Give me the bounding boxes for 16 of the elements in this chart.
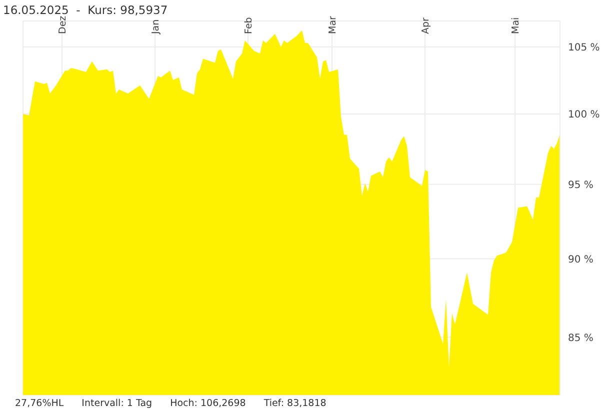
text: Hoch: 106,2698 — [170, 398, 246, 409]
chart-title: 16.05.2025 - Kurs: 98,5937 — [3, 3, 168, 17]
x-tick-label: Jan — [150, 19, 162, 35]
y-tick-label: 85 % — [568, 332, 594, 344]
x-tick-label: Mar — [327, 16, 338, 34]
y-tick-label: 90 % — [568, 254, 594, 266]
text: Tief: 83,1818 — [264, 398, 326, 409]
x-tick-label: Mai — [510, 17, 522, 34]
x-tick-label: Apr — [420, 17, 432, 34]
text: Intervall: 1 Tag — [82, 398, 152, 409]
y-tick-label: 95 % — [568, 180, 594, 191]
y-tick-label: 100 % — [568, 110, 600, 121]
x-tick-label: Feb — [243, 17, 254, 34]
x-tick-label: Dez — [57, 16, 68, 34]
y-tick-label: 105 % — [568, 42, 600, 54]
text: 27,76%HL — [15, 398, 64, 409]
